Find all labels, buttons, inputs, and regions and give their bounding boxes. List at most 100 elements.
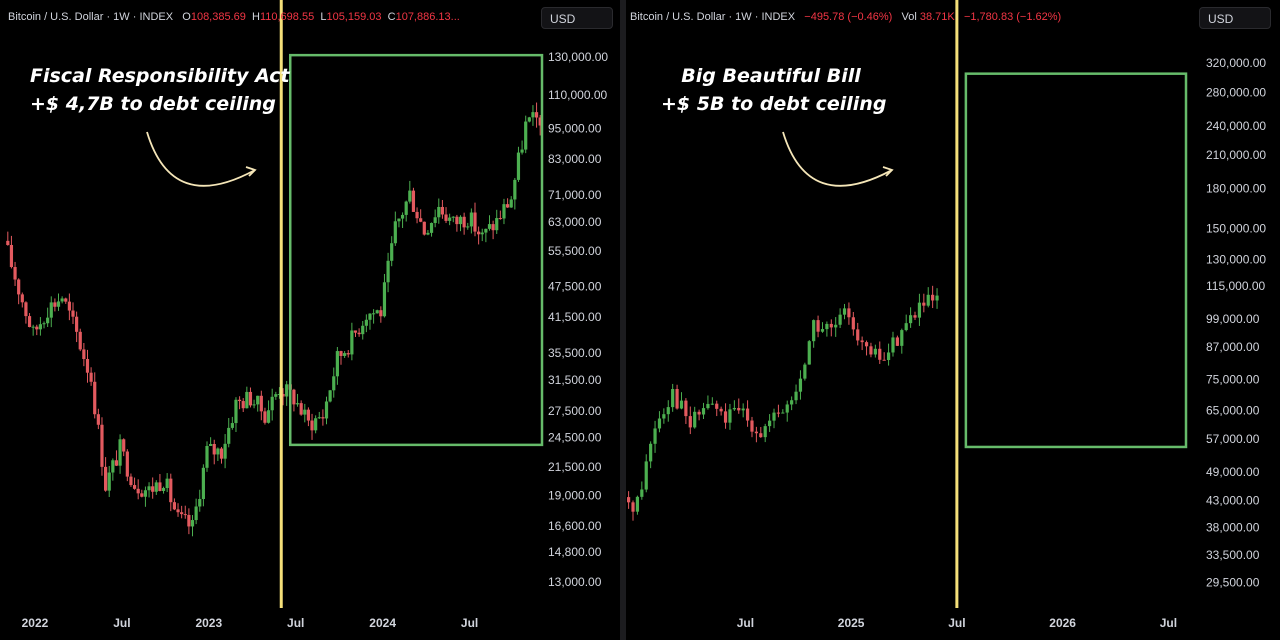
candle <box>132 477 137 490</box>
candle <box>56 293 61 311</box>
candle <box>644 454 648 493</box>
candle <box>314 415 318 434</box>
candle-body <box>165 478 169 489</box>
y-axis-tick: 24,500.00 <box>548 430 602 444</box>
candle-body <box>477 231 481 235</box>
annotation-right-line2: +$ 5B to debt ceiling <box>661 93 887 115</box>
candle-body <box>266 410 271 423</box>
candle-body <box>364 319 368 326</box>
candle-body <box>89 372 93 382</box>
chart-panel-right[interactable]: 320,000.00 280,000.00 240,000.00 210,000.00… <box>626 0 1280 640</box>
candle-body <box>513 179 517 200</box>
candle <box>505 198 510 208</box>
candle-body <box>219 448 224 459</box>
candle-body <box>75 316 79 332</box>
candle <box>161 486 166 494</box>
candle <box>252 399 256 409</box>
candle <box>404 200 408 222</box>
candle <box>448 213 452 226</box>
candle-body <box>856 329 860 341</box>
candle-body <box>781 412 785 414</box>
candle-body <box>433 217 437 223</box>
candle <box>335 346 339 385</box>
candle <box>487 215 492 231</box>
candle-body <box>379 310 383 317</box>
candle <box>502 198 506 225</box>
candle-body <box>842 308 847 315</box>
high-value: 110,698.55 <box>259 11 315 23</box>
candle-body <box>807 341 811 365</box>
highlight-box <box>288 53 544 447</box>
candle <box>6 231 10 246</box>
y-axis-tick: 95,000.00 <box>548 121 602 135</box>
candle-body <box>763 426 767 438</box>
candle-body <box>895 337 899 346</box>
candle-body <box>147 486 151 491</box>
volume-value: 38.71K <box>919 11 955 23</box>
candle <box>640 481 644 500</box>
candle-body <box>96 414 100 425</box>
candle <box>400 212 405 228</box>
symbol-name[interactable]: Bitcoin / U.S. Dollar <box>630 11 726 23</box>
candle-body <box>860 340 864 343</box>
chart-right-canvas[interactable]: 320,000.00 280,000.00 240,000.00 210,000.00… <box>626 0 1280 640</box>
candle-body <box>151 486 155 492</box>
interval-label[interactable]: 1W <box>735 11 752 23</box>
candle-body <box>93 381 97 415</box>
candle <box>67 293 71 321</box>
currency-button-right[interactable]: USD <box>1199 7 1271 29</box>
currency-button-left[interactable]: USD <box>541 7 613 29</box>
candle <box>869 342 873 358</box>
chart-panel-left[interactable]: 130,000.00 110,000.00 95,000.00 83,000.00 71… <box>0 0 620 640</box>
candle <box>728 403 732 430</box>
candle <box>754 426 758 443</box>
candle <box>379 306 383 323</box>
candle-body <box>103 466 108 491</box>
candle <box>798 370 803 400</box>
candle-body <box>917 302 922 318</box>
candle <box>484 228 488 243</box>
candle <box>790 396 794 411</box>
candle-body <box>759 433 763 438</box>
candle-body <box>675 389 679 409</box>
candle <box>339 350 343 365</box>
candle <box>20 292 24 308</box>
y-axis-tick: 31,500.00 <box>548 373 602 387</box>
candle-body <box>357 332 361 335</box>
candle-body <box>411 190 416 212</box>
candle-body <box>205 445 209 468</box>
candle <box>114 450 119 467</box>
candle <box>368 313 372 330</box>
candle <box>343 351 347 358</box>
candle-body <box>882 359 886 361</box>
interval-label[interactable]: 1W <box>113 11 130 23</box>
chart-left-canvas[interactable]: 130,000.00 110,000.00 95,000.00 83,000.00 71… <box>0 0 620 640</box>
candle-body <box>524 121 528 150</box>
candle-body <box>820 329 825 332</box>
candle <box>662 408 666 424</box>
candle-body <box>480 232 484 235</box>
candle <box>143 486 148 507</box>
candle <box>299 400 303 416</box>
candle-body <box>509 199 513 208</box>
candle <box>9 235 14 269</box>
candle <box>469 208 473 234</box>
candle-body <box>256 395 260 405</box>
candle-body <box>306 409 311 421</box>
symbol-name[interactable]: Bitcoin / U.S. Dollar <box>8 11 104 23</box>
candle-body <box>679 400 684 409</box>
candle-body <box>42 323 46 325</box>
candle <box>473 202 477 237</box>
candle <box>785 400 789 422</box>
candle <box>386 252 390 293</box>
candle <box>321 409 325 426</box>
panel-divider[interactable] <box>620 0 626 640</box>
candle-body <box>216 448 220 455</box>
candle-body <box>161 488 166 491</box>
candle <box>292 388 296 412</box>
candle-body <box>873 348 877 355</box>
candle <box>794 384 798 405</box>
candle-body <box>487 224 492 229</box>
candle <box>462 212 466 235</box>
candle <box>913 311 917 320</box>
